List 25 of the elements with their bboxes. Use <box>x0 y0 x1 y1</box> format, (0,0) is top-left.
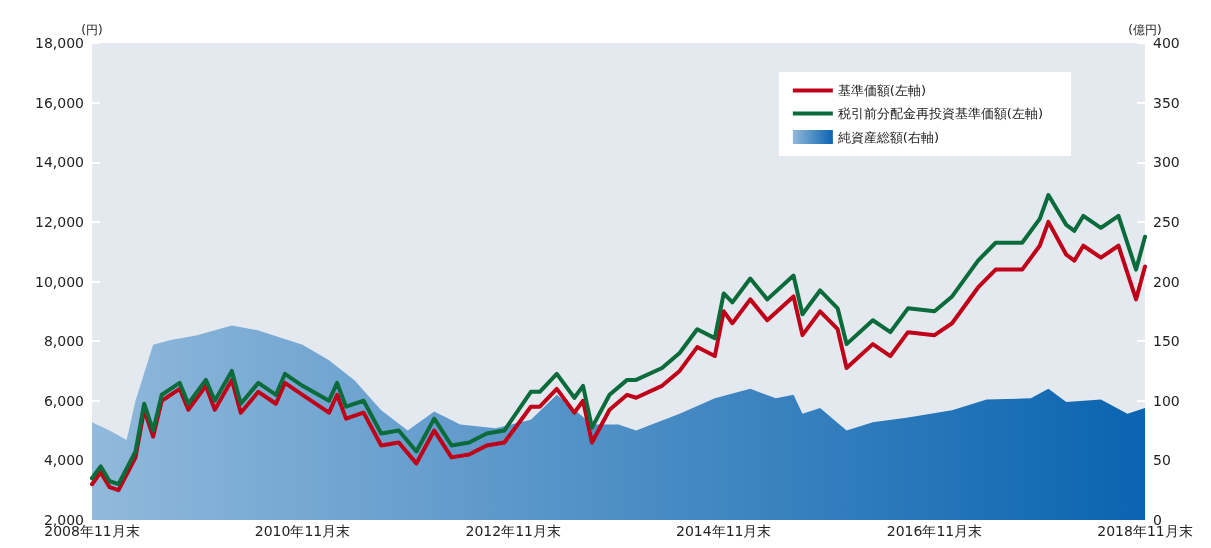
x-tick-label: 2016年11月末 <box>886 523 983 539</box>
legend-label: 純資産総額(右軸) <box>837 129 940 145</box>
y-tick-label: 12,000 <box>35 213 84 230</box>
y-tick-label: 10,000 <box>35 273 84 290</box>
y-tick-label: 4,000 <box>43 452 84 469</box>
y2-tick-label: 50 <box>1153 452 1171 469</box>
y2-tick-label: 400 <box>1153 35 1180 51</box>
y2-axis-title: (億円) <box>1128 23 1162 38</box>
x-tick-label: 2010年11月末 <box>254 523 351 539</box>
y2-tick-label: 100 <box>1153 392 1180 409</box>
legend-label: 税引前分配金再投資基準価額(左軸) <box>837 106 1044 121</box>
x-tick-label: 2014年11月末 <box>676 523 772 539</box>
y2-tick-label: 300 <box>1153 154 1180 171</box>
legend-label: 基準価額(左軸) <box>837 83 927 98</box>
y-tick-label: 8,000 <box>43 333 84 350</box>
y-tick-label: 6,000 <box>43 392 84 409</box>
y-tick-label: 16,000 <box>35 94 84 111</box>
x-tick-label: 2012年11月末 <box>465 523 561 539</box>
y-tick-label: 14,000 <box>35 154 84 171</box>
y2-tick-label: 150 <box>1153 333 1180 350</box>
y-tick-label: 18,000 <box>35 35 84 51</box>
y-axis-title: (円) <box>81 23 103 38</box>
y2-tick-label: 200 <box>1153 273 1180 290</box>
y2-tick-label: 350 <box>1153 94 1180 111</box>
y2-tick-label: 250 <box>1153 213 1180 230</box>
